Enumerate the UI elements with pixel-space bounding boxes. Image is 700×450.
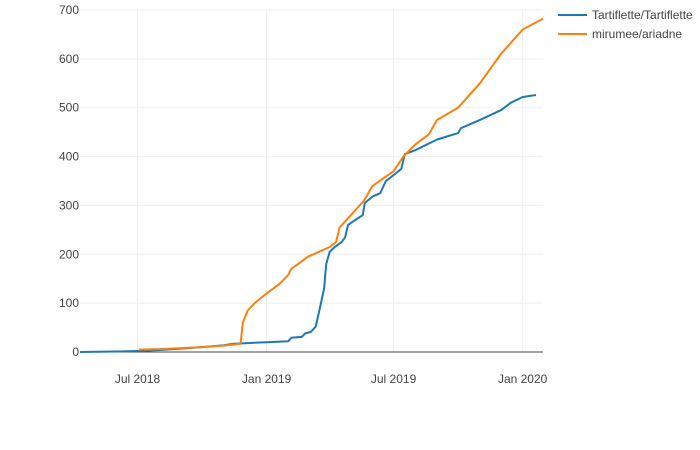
- series-lines: [79, 17, 544, 353]
- x-tick-label: Jul 2019: [371, 372, 417, 386]
- y-tick-label: 0: [72, 345, 79, 359]
- legend-label: Tartiflette/Tartiflette: [592, 8, 693, 22]
- grid: [80, 9, 543, 352]
- legend-label: mirumee/ariadne: [592, 27, 682, 41]
- series-line-2: [138, 17, 544, 351]
- y-tick-label: 600: [59, 52, 79, 66]
- x-tick-label: Jan 2019: [242, 372, 292, 386]
- y-tick-label: 200: [59, 247, 79, 261]
- y-tick-label: 400: [59, 150, 79, 164]
- y-tick-label: 700: [59, 3, 79, 17]
- legend-item[interactable]: Tartiflette/Tartiflette: [558, 8, 693, 22]
- axes: 0 100 200 300 400 500 600 700 Jul 2018 Jan 2019 Ju…: [59, 3, 548, 386]
- series-line-1: [79, 94, 537, 353]
- y-tick-label: 300: [59, 198, 79, 212]
- y-tick-label: 100: [59, 296, 79, 310]
- legend: Tartiflette/Tartiflette mirumee/ariadne: [558, 8, 693, 41]
- x-tick-label: Jan 2020: [498, 372, 548, 386]
- x-tick-label: Jul 2018: [115, 372, 161, 386]
- legend-item[interactable]: mirumee/ariadne: [558, 27, 682, 41]
- y-tick-label: 500: [59, 101, 79, 115]
